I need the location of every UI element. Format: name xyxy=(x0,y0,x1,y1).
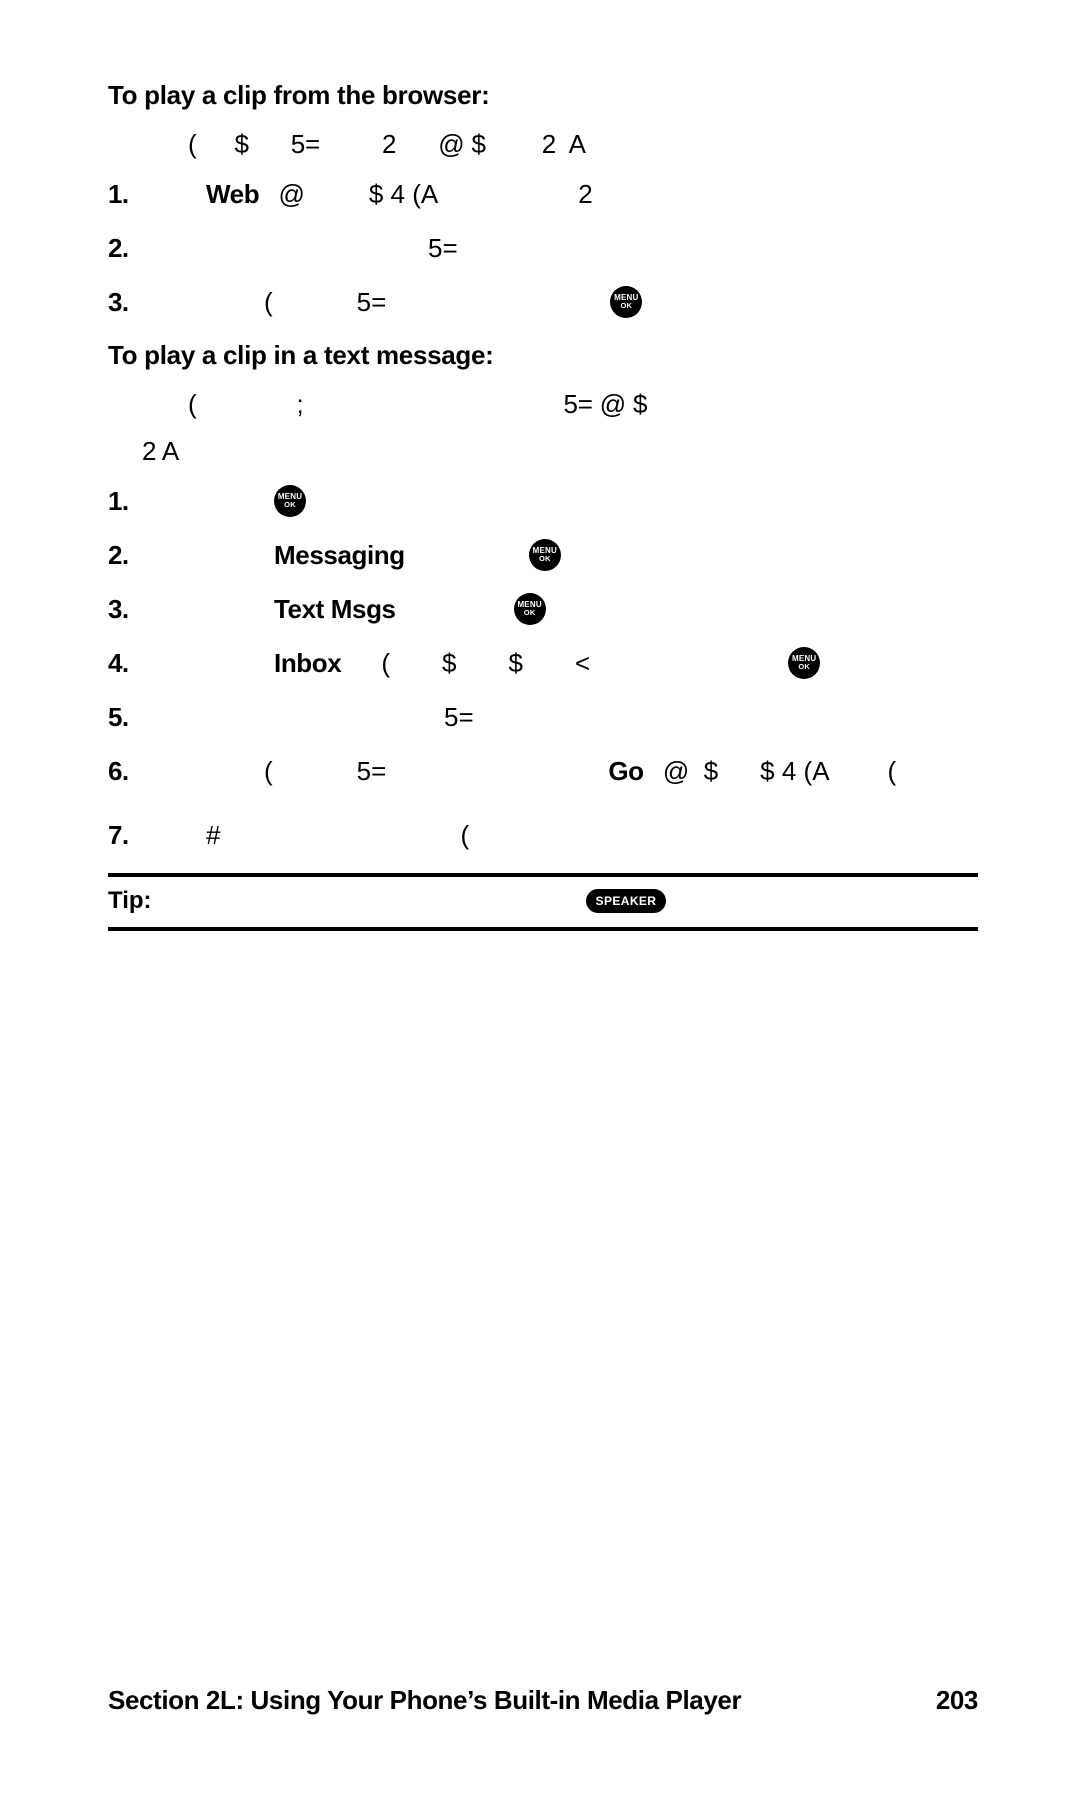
subheading-play-in-text-message: To play a clip in a text message: xyxy=(108,340,978,371)
textmsg-step: 7. # ( xyxy=(108,817,978,853)
page-footer: Section 2L: Using Your Phone’s Built-in … xyxy=(108,1685,978,1716)
bold-label: Messaging xyxy=(274,537,405,573)
step-number: 3. xyxy=(108,591,142,627)
step-number: 2. xyxy=(108,230,142,266)
text-fragment: $ xyxy=(508,645,522,681)
footer-page-number: 203 xyxy=(936,1685,978,1716)
tip-box: Tip: SPEAKER xyxy=(108,873,978,931)
intro-line-browser: ( $5= 2 @ $ 2 A xyxy=(108,129,978,160)
textmsg-step: 1. MENUOK xyxy=(108,483,978,519)
text-fragment: 5= xyxy=(428,230,458,266)
text-fragment: ( xyxy=(888,753,897,789)
text-fragment: < xyxy=(575,645,590,681)
bold-label: Web xyxy=(206,176,259,212)
text-fragment: 2 A xyxy=(542,129,586,159)
step-number: 3. xyxy=(108,284,142,320)
text-fragment: $ xyxy=(442,645,456,681)
step-number: 6. xyxy=(108,753,142,789)
speaker-button-icon: SPEAKER xyxy=(586,889,667,913)
text-fragment: ; xyxy=(296,389,303,419)
text-fragment: $ 4 (A xyxy=(760,753,829,789)
text-fragment: $ 4 (A xyxy=(369,176,438,212)
text-fragment: @ $ xyxy=(438,129,485,159)
textmsg-step: 3. Text Msgs MENUOK xyxy=(108,591,978,627)
textmsg-step: 4. Inbox ( $ $ < MENUOK xyxy=(108,645,978,681)
step-number: 1. xyxy=(108,483,142,519)
text-fragment: ( xyxy=(460,817,469,853)
text-fragment: 2 xyxy=(578,176,592,212)
browser-step: 2. 5= xyxy=(108,230,978,266)
text-fragment: # xyxy=(206,817,220,853)
text-fragment: 5= xyxy=(357,753,387,789)
bold-label: Inbox xyxy=(274,645,341,681)
text-fragment: ( xyxy=(264,284,273,320)
intro-line-textmsg-2: 2 A xyxy=(108,436,978,467)
text-fragment: 5= xyxy=(444,699,474,735)
text-fragment: ( xyxy=(381,645,390,681)
step-number: 5. xyxy=(108,699,142,735)
text-fragment: @ xyxy=(271,176,305,212)
menu-ok-icon: MENUOK xyxy=(529,539,561,571)
footer-section-title: Section 2L: Using Your Phone’s Built-in … xyxy=(108,1685,741,1716)
step-number: 2. xyxy=(108,537,142,573)
tip-label: Tip: xyxy=(108,887,152,915)
textmsg-step: 2. Messaging MENUOK xyxy=(108,537,978,573)
bold-label: Text Msgs xyxy=(274,591,396,627)
menu-ok-icon: MENUOK xyxy=(514,593,546,625)
bold-label: Go xyxy=(608,753,643,789)
step-number: 1. xyxy=(108,176,142,212)
step-number: 7. xyxy=(108,817,142,853)
browser-step: 3. (5= MENUOK xyxy=(108,284,978,320)
text-fragment: ( xyxy=(188,129,196,159)
subheading-play-from-browser: To play a clip from the browser: xyxy=(108,80,978,111)
menu-ok-icon: MENUOK xyxy=(610,286,642,318)
text-fragment: ( xyxy=(264,753,273,789)
intro-line-textmsg-1: (; 5= @ $ xyxy=(108,389,978,420)
browser-step: 1. Web @ $ 4 (A 2 xyxy=(108,176,978,212)
text-fragment: 5= @ $ xyxy=(564,389,648,419)
steps-list-textmsg: 1. MENUOK 2. Messaging MENUOK 3. Text Msgs MENU… xyxy=(108,483,978,853)
textmsg-step: 6. (5= Go @ $ $ 4 (A ( xyxy=(108,753,978,789)
text-fragment: 5= xyxy=(291,129,320,159)
text-fragment: $ xyxy=(234,129,248,159)
menu-ok-icon: MENUOK xyxy=(274,485,306,517)
text-fragment: 2 xyxy=(382,129,396,159)
textmsg-step: 5. 5= xyxy=(108,699,978,735)
menu-ok-icon: MENUOK xyxy=(788,647,820,679)
step-number: 4. xyxy=(108,645,142,681)
text-fragment: ( xyxy=(188,389,196,419)
steps-list-browser: 1. Web @ $ 4 (A 2 2. 5= 3. (5= MENUOK xyxy=(108,176,978,320)
text-fragment: @ $ xyxy=(656,753,719,789)
text-fragment: 5= xyxy=(357,284,387,320)
